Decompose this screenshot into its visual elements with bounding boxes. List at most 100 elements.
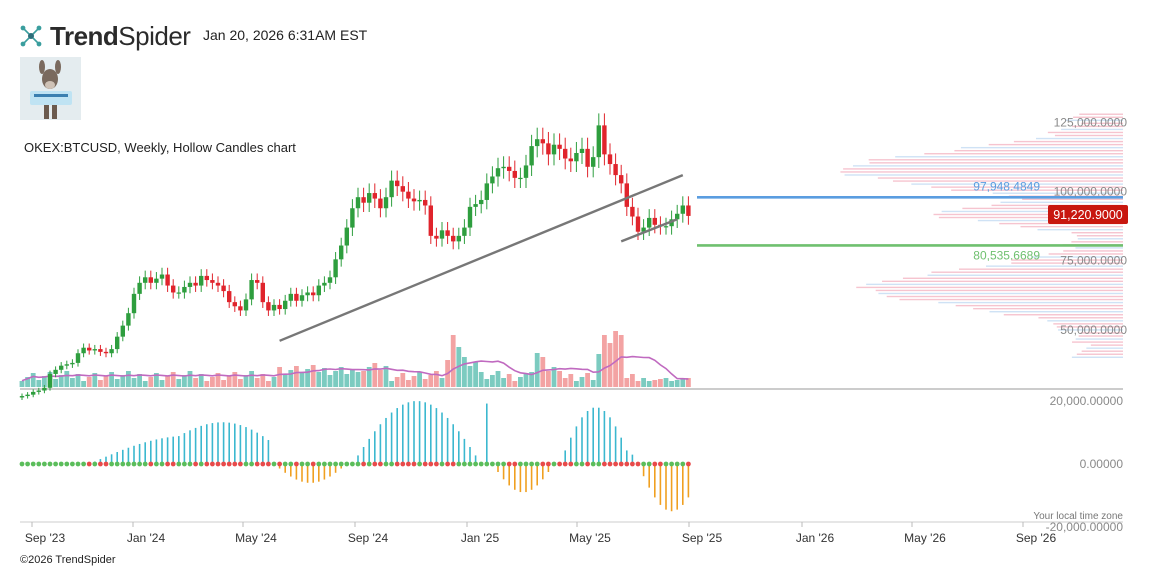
volume-bar xyxy=(411,376,417,387)
candle-body xyxy=(143,277,148,283)
volume-profile-bar xyxy=(1003,314,1123,316)
candle-body xyxy=(663,226,669,228)
copyright: ©2026 TrendSpider xyxy=(20,554,116,566)
oscillator-dot xyxy=(568,461,574,467)
oscillator-dot xyxy=(450,461,456,467)
candle-body xyxy=(187,282,193,287)
volume-bar xyxy=(165,376,170,387)
candle-body xyxy=(266,302,271,311)
volume-bar xyxy=(635,381,641,387)
candle-body xyxy=(613,164,618,176)
volume-bar xyxy=(641,378,646,387)
oscillator-dot xyxy=(434,461,439,467)
candle-body xyxy=(19,396,25,398)
oscillator-dot xyxy=(562,461,568,467)
volume-profile-bar xyxy=(902,277,1123,279)
candle-body xyxy=(652,217,657,225)
candle-body xyxy=(355,197,361,209)
volume-profile-bar xyxy=(1020,225,1123,228)
volume-bar xyxy=(154,373,159,387)
oscillator-dot xyxy=(658,461,663,467)
volume-profile-bar xyxy=(843,168,1123,170)
candle-body xyxy=(473,204,478,207)
candle-body xyxy=(607,154,613,165)
volume-profile-bar xyxy=(938,216,1123,219)
oscillator-dot xyxy=(669,461,674,467)
volume-profile-bar xyxy=(992,192,1123,194)
candle-body xyxy=(31,391,36,395)
volume-profile-bar xyxy=(1086,347,1123,349)
oscillator-dot xyxy=(19,461,25,467)
volume-profile-bar xyxy=(1047,131,1123,134)
volume-bar xyxy=(450,335,456,387)
oscillator-dot xyxy=(473,461,478,467)
candle-body xyxy=(255,280,260,283)
volume-profile-bar xyxy=(1048,253,1123,255)
candle-body xyxy=(641,227,646,232)
candle-body xyxy=(400,186,405,192)
price-axis: 125,000.0000 100,000.0000 75,000.0000 50,00… xyxy=(1054,116,1128,337)
oscillator-dot xyxy=(58,461,64,467)
volume-bar xyxy=(327,375,333,387)
oscillator-dot xyxy=(456,461,462,467)
volume-profile-bar xyxy=(844,174,1123,176)
candle-body xyxy=(591,157,596,167)
candle-body xyxy=(131,293,137,314)
volume-bar xyxy=(333,371,338,387)
candle-body xyxy=(445,230,450,236)
candle-body xyxy=(299,295,305,301)
volume-bar xyxy=(518,377,523,387)
volume-profile-bar xyxy=(1066,119,1123,122)
candle-body xyxy=(546,143,551,155)
candle-body xyxy=(159,274,165,279)
candle-body xyxy=(518,177,523,180)
oscillator-dot xyxy=(333,461,338,467)
oscillator-dot xyxy=(383,461,389,467)
oscillator-dot xyxy=(518,461,523,467)
oscillator-dot xyxy=(557,461,562,467)
volume-bar xyxy=(338,367,344,387)
candle-body xyxy=(210,280,215,283)
volume-bar xyxy=(355,372,361,387)
oscillator-dot xyxy=(646,461,652,467)
oscillator-dot xyxy=(338,461,344,467)
oscillator-dot xyxy=(210,461,215,467)
volume-bar xyxy=(137,374,142,387)
volume-bar xyxy=(663,378,669,387)
candle-body xyxy=(647,217,652,228)
oscillator-dot xyxy=(53,461,58,467)
volume-bar xyxy=(159,380,165,387)
volume-bar xyxy=(495,371,501,387)
volume-bar xyxy=(215,373,221,387)
volume-profile-bar xyxy=(951,189,1123,191)
last-price-tag: 91,220.9000 xyxy=(1048,205,1128,224)
oscillator-dot xyxy=(30,461,36,467)
candle-body xyxy=(456,235,461,242)
candle-body xyxy=(557,144,562,149)
volume-bar xyxy=(193,378,198,387)
candle-body xyxy=(47,373,53,388)
volume-bar xyxy=(36,380,42,387)
volume-profile-bar xyxy=(931,271,1123,273)
volume-bar xyxy=(406,380,411,387)
oscillator-dot xyxy=(232,461,238,467)
volume-bar xyxy=(86,377,92,387)
volume-bar xyxy=(142,381,148,387)
oscillator-dot xyxy=(490,461,495,467)
volume-bar xyxy=(540,357,546,387)
candle-body xyxy=(579,148,585,153)
oscillator-dot xyxy=(506,461,512,467)
volume-profile-bar xyxy=(1072,125,1123,128)
header: TrendSpider xyxy=(18,20,191,52)
volume-profile-bar xyxy=(1061,128,1123,131)
volume-bar xyxy=(400,373,406,387)
oscillator-dot xyxy=(120,461,126,467)
volume-bar xyxy=(53,379,58,387)
oscillator-dot xyxy=(42,461,47,467)
candle-body xyxy=(372,193,377,199)
oscillator-dot xyxy=(529,461,534,467)
candle-body xyxy=(596,125,601,158)
volume-bar xyxy=(658,379,663,387)
volume-bar xyxy=(590,380,596,387)
